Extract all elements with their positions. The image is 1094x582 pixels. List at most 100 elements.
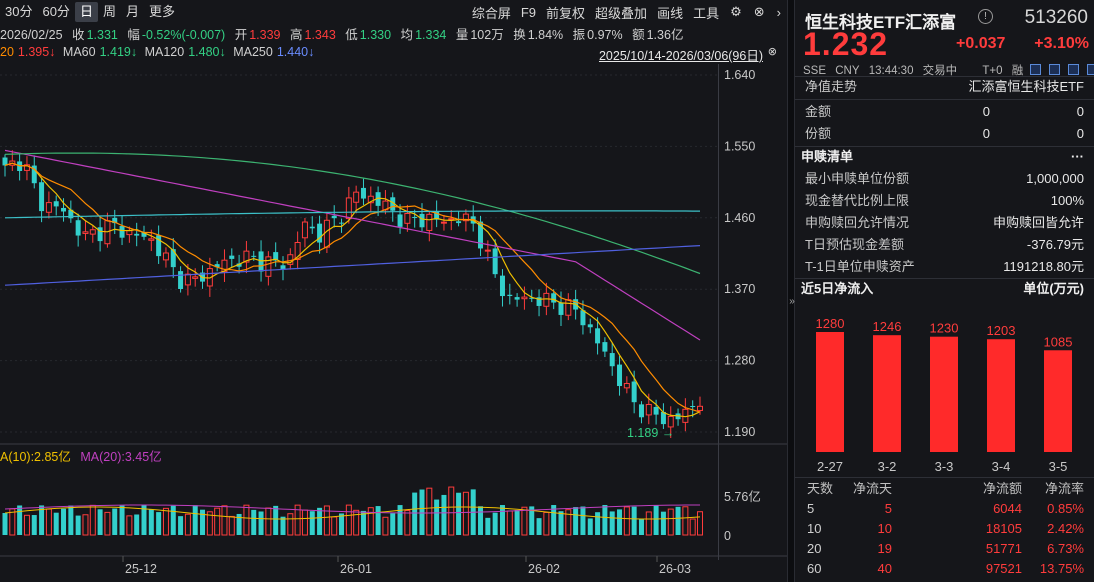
candle-body	[412, 216, 418, 218]
period-month-button[interactable]: 月	[125, 4, 139, 19]
candle-body	[178, 271, 184, 289]
flow-table-row: 10 10 18105 2.42%	[795, 519, 1094, 539]
candle-body	[156, 235, 162, 257]
flow-table-row: 20 19 51771 6.73%	[795, 539, 1094, 559]
gear-icon[interactable]: ⚙	[730, 4, 742, 19]
candle-body	[448, 218, 455, 221]
candle-body	[529, 297, 535, 299]
info-icon[interactable]: !	[978, 9, 993, 24]
volume-bar	[75, 515, 81, 535]
volume-bar	[390, 513, 396, 535]
volume-bar	[485, 517, 491, 535]
candle-body	[609, 353, 615, 367]
period-more-button[interactable]: 更多	[148, 4, 175, 19]
tools-button[interactable]: 工具	[693, 5, 720, 21]
candle-body	[192, 276, 199, 279]
nav-row[interactable]: 净值走势 汇添富恒生科技ETF	[795, 76, 1094, 98]
menu-icon[interactable]	[1087, 64, 1094, 75]
date-range-link[interactable]: 2025/10/14-2026/03/06(96日)	[598, 49, 763, 63]
range-close-icon[interactable]: ⊗	[767, 46, 777, 58]
candle-body	[492, 248, 498, 275]
candle-body	[184, 273, 191, 286]
volume-bar	[587, 518, 593, 535]
volume-bar	[382, 516, 389, 536]
period-day-button[interactable]: 日	[74, 2, 98, 22]
period-60min-button[interactable]: 60分	[42, 4, 70, 19]
ma60-label: MA60	[62, 45, 96, 59]
vol-ma20-line	[4, 504, 701, 514]
volume-bar	[287, 513, 294, 536]
days-cell: 20	[807, 541, 822, 556]
price-change: +0.037	[956, 35, 1006, 52]
date-tick-label: 26-01	[340, 562, 372, 576]
volume-bar	[339, 513, 345, 535]
volume-bar	[280, 516, 286, 535]
candle-body	[39, 182, 45, 212]
close-icon[interactable]: ⊗	[753, 4, 765, 19]
swing-value: 0.97%	[587, 28, 623, 42]
period-week-button[interactable]: 周	[102, 4, 116, 19]
flow-title: 近5日净流入	[801, 281, 874, 296]
draw-line-button[interactable]: 画线	[657, 5, 684, 21]
volume-bar	[221, 505, 228, 536]
candle-body	[623, 383, 630, 389]
days-cell: 10	[807, 521, 822, 536]
volume-bar	[258, 511, 264, 535]
candle-body	[301, 221, 308, 239]
candle-body	[462, 213, 469, 222]
volume-bar	[397, 505, 403, 535]
kline-panel: 1.640 1.550 1.460 1.370 1.280 1.190 1.189 → 5.7…	[0, 0, 787, 582]
kline-chart[interactable]: 1.640 1.550 1.460 1.370 1.280 1.190 1.189 → 5.7…	[0, 0, 787, 582]
candle-body	[221, 259, 228, 273]
period-30min-button[interactable]: 30分	[5, 4, 33, 19]
volume-bar	[462, 491, 469, 536]
inflow-value-label: 1085	[1044, 334, 1073, 349]
window-icon[interactable]	[1049, 64, 1061, 75]
volume-bar	[602, 505, 608, 535]
candle-body	[434, 211, 440, 220]
nav-fund-name: 汇添富恒生科技ETF	[968, 79, 1084, 94]
rate-cell: 13.75%	[1039, 561, 1084, 576]
candle-body	[119, 226, 125, 238]
panel-splitter[interactable]: »	[787, 0, 795, 582]
composite-screen-button[interactable]: 综合屏	[471, 5, 511, 21]
amt-label: 额	[632, 28, 645, 42]
expand-arrow-icon[interactable]: »	[789, 296, 795, 307]
candle-body	[367, 195, 374, 204]
amount-cell: 51771	[985, 541, 1022, 556]
candle-body	[397, 214, 403, 227]
volume-bar	[192, 505, 198, 535]
volume-axis-zero: 0	[724, 529, 731, 543]
volume-bar	[273, 505, 279, 535]
candle-body	[170, 249, 176, 268]
super-overlay-button[interactable]: 超级叠加	[595, 5, 648, 21]
candle-body	[660, 411, 666, 425]
forward-adjust-button[interactable]: 前复权	[546, 5, 586, 21]
edit-icon[interactable]	[1030, 64, 1042, 75]
f9-button[interactable]: F9	[520, 4, 537, 20]
volume-bar	[595, 512, 601, 535]
amount-row: 金额 0 0	[795, 101, 1094, 123]
add-icon[interactable]	[1068, 64, 1080, 75]
volume-bar	[675, 506, 681, 535]
redeem-more-icon[interactable]: ···	[1071, 149, 1084, 164]
price-change-pct: +3.10%	[1034, 35, 1089, 52]
redeem-row: T-1日单位申赎资产 1191218.80元	[795, 256, 1094, 278]
days-cell: 60	[807, 561, 822, 576]
inflow-bar	[873, 335, 901, 452]
candle-body	[23, 164, 30, 171]
inflow-bar	[1044, 350, 1072, 452]
volume-bar	[345, 504, 352, 536]
ma250-cyan-line	[4, 210, 700, 219]
vol-value: 102万	[470, 28, 504, 42]
high-value: 1.343	[304, 28, 336, 42]
candle-body	[617, 364, 623, 387]
shares-row: 份额 0 0	[795, 123, 1094, 145]
volume-bar	[492, 512, 498, 535]
candle-body	[148, 238, 155, 241]
volume-bar	[565, 509, 572, 536]
candle-body	[595, 328, 601, 344]
amount-value-2: 0	[1076, 104, 1084, 119]
candle-body	[360, 187, 366, 199]
chevron-right-icon[interactable]: ›	[776, 4, 781, 20]
